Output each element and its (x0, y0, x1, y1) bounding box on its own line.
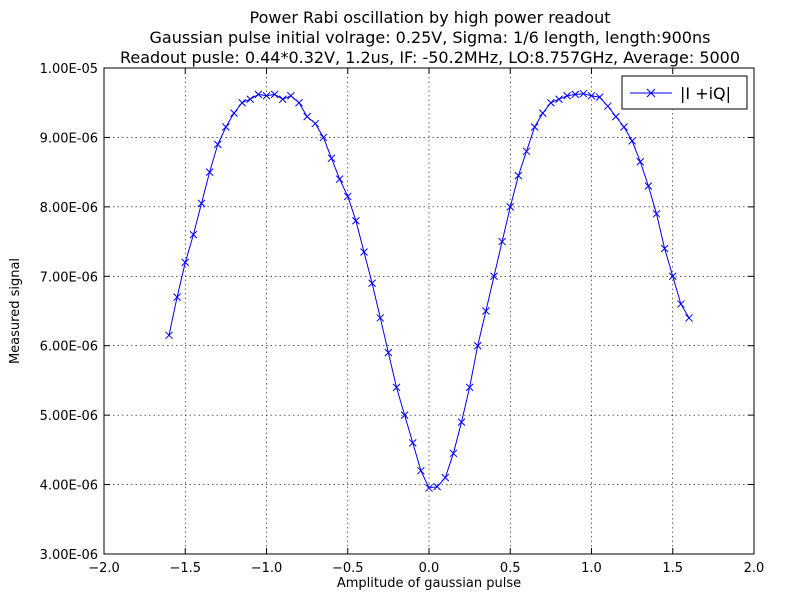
legend: |I +iQ| (621, 75, 748, 110)
data-point-marker (457, 418, 466, 426)
grid (104, 68, 754, 554)
data-point-marker (465, 383, 474, 392)
data-point-marker (368, 279, 376, 288)
axis-ticks (103, 67, 755, 555)
data-point-marker (376, 314, 385, 322)
data-point-marker (547, 98, 555, 107)
data-point-marker (246, 95, 255, 104)
data-point-marker (677, 300, 685, 308)
data-point-marker (628, 137, 636, 145)
data-point-marker (555, 95, 563, 104)
x-tick-label: 1.0 (581, 561, 602, 576)
x-tick-label: 0.5 (500, 561, 521, 576)
x-tick-label: −1.5 (169, 561, 201, 576)
x-axis-label: Amplitude of gaussian pulse (337, 576, 521, 591)
chart-title-line-1: Power Rabi oscillation by high power rea… (250, 8, 611, 27)
data-point-marker (685, 314, 693, 322)
data-point-marker (213, 140, 222, 149)
data-point-marker (230, 109, 238, 117)
data-point-marker (295, 98, 303, 107)
data-point-marker (433, 482, 441, 491)
x-tick-labels: −2.0 −1.5 −1.0 −0.5 0.0 0.5 1.0 1.5 2.0 (88, 561, 764, 576)
data-point-marker (652, 209, 661, 218)
series-layer (165, 89, 693, 492)
x-tick-label: −1.0 (251, 561, 283, 576)
data-point-marker (408, 439, 417, 447)
data-point-marker (262, 91, 271, 100)
x-tick-label: 1.5 (662, 561, 683, 576)
data-point-marker (173, 293, 181, 301)
data-point-marker (335, 175, 344, 183)
y-tick-label: 3.00E-06 (40, 548, 98, 563)
data-point-marker (660, 244, 669, 253)
y-tick-labels: 3.00E-06 4.00E-06 5.00E-06 6.00E-06 7.00E-06… (40, 62, 98, 563)
data-point-marker (303, 112, 311, 121)
data-point-marker (579, 89, 588, 98)
y-tick-label: 9.00E-06 (40, 131, 98, 146)
data-point-marker (352, 216, 360, 225)
x-tick-label: −2.0 (88, 561, 120, 576)
data-point-marker (620, 123, 628, 131)
data-point-marker (311, 119, 320, 128)
data-point-marker (530, 123, 539, 131)
data-point-marker (482, 307, 490, 315)
data-point-marker (514, 171, 523, 180)
x-tick-label: −0.5 (332, 561, 364, 576)
data-point-marker (165, 331, 173, 340)
data-point-marker (360, 248, 368, 256)
data-point-marker (603, 102, 612, 111)
data-point-marker (595, 93, 604, 102)
y-tick-label: 6.00E-06 (40, 340, 98, 355)
y-axis-label: Measured signal (8, 258, 23, 364)
data-point-marker (319, 133, 328, 142)
y-tick-label: 1.00E-05 (40, 62, 98, 77)
x-tick-label: 0.0 (419, 561, 440, 576)
data-point-marker (587, 91, 596, 100)
data-point-marker (490, 272, 498, 281)
data-point-marker (473, 341, 482, 350)
data-point-marker (425, 484, 433, 492)
data-point-marker (384, 348, 393, 357)
data-point-marker (498, 237, 506, 246)
data-point-marker (254, 90, 263, 99)
legend-label: |I +iQ| (680, 84, 731, 103)
data-point-marker (270, 90, 279, 99)
data-point-marker (278, 95, 287, 104)
data-point-marker (522, 147, 531, 156)
chart-title-line-3: Readout pusle: 0.44*0.32V, 1.2us, IF: -5… (120, 48, 740, 67)
data-point-marker (668, 272, 677, 281)
data-point-marker (238, 98, 246, 107)
data-point-marker (417, 466, 425, 475)
data-point-marker (400, 411, 409, 419)
data-point-marker (612, 112, 620, 121)
data-point-marker (538, 109, 547, 117)
y-tick-label: 8.00E-06 (40, 201, 98, 216)
y-tick-label: 5.00E-06 (40, 409, 98, 424)
data-point-marker (327, 154, 336, 163)
x-tick-label: 2.0 (744, 561, 765, 576)
data-point-marker (205, 168, 214, 176)
legend-marker-x-icon (646, 88, 656, 98)
chart-title-line-2: Gaussian pulse initial volrage: 0.25V, S… (150, 28, 711, 47)
data-point-marker (506, 203, 515, 211)
data-point-marker (287, 91, 295, 100)
data-point-marker (343, 192, 352, 201)
data-point-marker (181, 258, 190, 267)
data-point-marker (222, 123, 230, 131)
data-point-marker (571, 90, 580, 99)
data-point-marker (644, 182, 653, 190)
data-point-marker (441, 473, 450, 482)
y-tick-label: 7.00E-06 (40, 270, 98, 285)
data-point-marker (563, 91, 571, 100)
data-point-marker (197, 199, 206, 208)
data-point-marker (392, 383, 401, 392)
data-point-marker (189, 230, 198, 239)
data-point-marker (449, 449, 458, 458)
y-tick-label: 4.00E-06 (40, 479, 98, 494)
data-point-marker (636, 157, 645, 166)
